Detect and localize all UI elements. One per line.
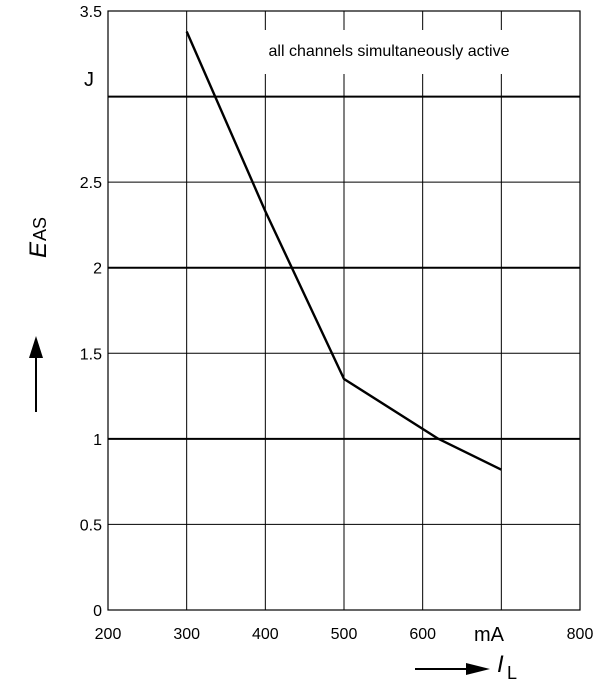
y-tick-label: 2.5 — [80, 175, 102, 192]
x-axis-arrow — [415, 663, 490, 675]
y-tick-label: 1.5 — [80, 346, 102, 363]
series-line — [185, 31, 502, 471]
annotation-background — [209, 30, 569, 74]
x-axis-symbol: I — [497, 651, 504, 678]
x-axis-subscript: L — [507, 663, 517, 681]
x-unit-label: mA — [474, 624, 505, 646]
x-axis-label: I L — [497, 651, 517, 681]
y-axis-label: E AS — [25, 217, 52, 258]
x-tick-label: 300 — [173, 626, 200, 643]
y-tick-label: 1 — [93, 432, 102, 449]
x-tick-label: 800 — [567, 626, 594, 643]
y-unit-label: J — [84, 69, 94, 91]
y-tick-labels: 0 0.5 1 1.5 2 2.5 3.5 — [80, 4, 102, 620]
x-tick-labels: 200 300 400 500 600 800 — [95, 626, 594, 643]
series — [185, 31, 502, 471]
x-tick-label: 200 — [95, 626, 122, 643]
annotation: all channels simultaneously active — [268, 43, 509, 60]
y-tick-label: 0.5 — [80, 517, 102, 534]
y-axis-arrow — [29, 336, 43, 412]
y-tick-label: 2 — [93, 261, 102, 278]
y-tick-label: 0 — [93, 603, 102, 620]
x-tick-label: 400 — [252, 626, 279, 643]
y-axis-symbol: E — [25, 241, 52, 258]
x-tick-label: 500 — [331, 626, 358, 643]
y-axis-subscript: AS — [30, 217, 50, 241]
plot-frame — [107, 10, 581, 611]
grid — [108, 11, 580, 610]
y-tick-label: 3.5 — [80, 4, 102, 21]
x-tick-label: 600 — [409, 626, 436, 643]
